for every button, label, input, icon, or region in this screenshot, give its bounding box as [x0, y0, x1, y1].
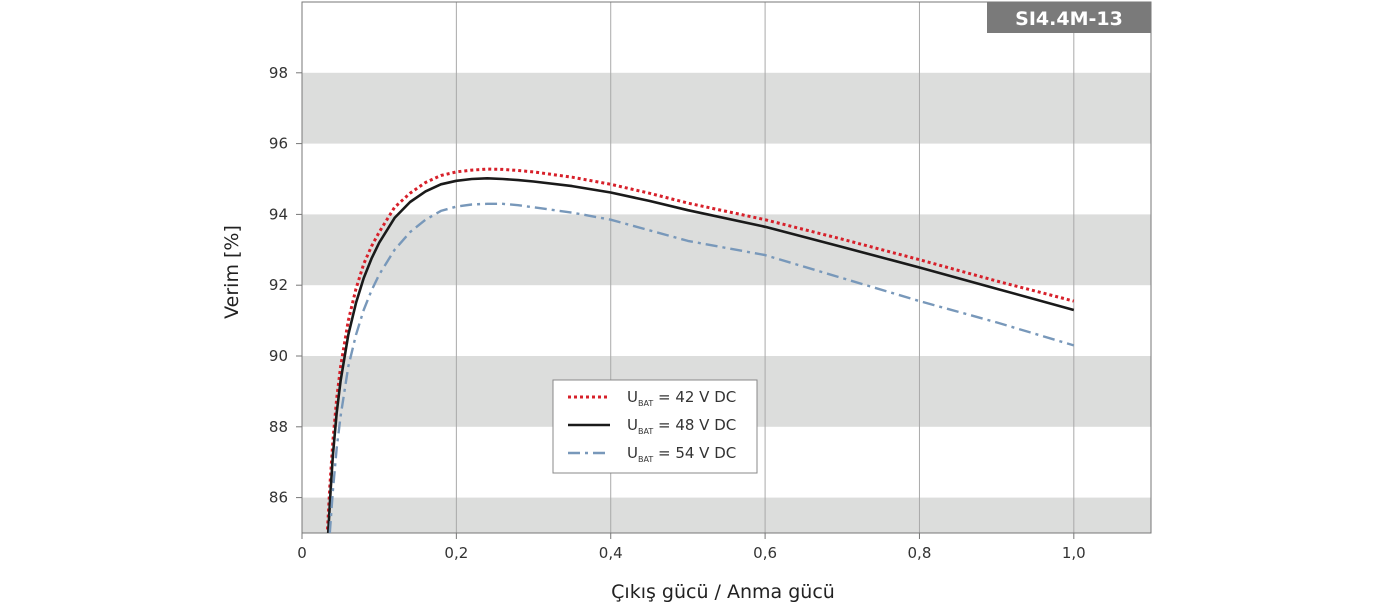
x-tick-label: 0,4	[599, 544, 623, 562]
model-badge-text: SI4.4M-13	[1015, 8, 1123, 30]
series-line--48-v-dc	[326, 177, 1075, 533]
y-tick-label: 94	[269, 205, 288, 223]
plot-frame	[301, 1, 1152, 534]
y-axis-title: Verim [%]	[221, 225, 243, 319]
x-tick-label: 0,8	[908, 544, 932, 562]
x-tick-label: 0	[297, 544, 307, 562]
y-tick-label: 96	[269, 135, 288, 153]
legend-label: UBAT = 54 V DC	[627, 444, 736, 464]
x-axis-ticks: 0 0,2 0,4 0,6 0,8 1,0	[297, 533, 1086, 562]
y-tick-label: 92	[269, 276, 288, 294]
x-tick-label: 1,0	[1062, 544, 1086, 562]
model-badge: SI4.4M-13	[987, 2, 1151, 33]
x-tick-label: 0,2	[444, 544, 468, 562]
y-tick-label: 88	[269, 418, 288, 436]
band-0	[302, 497, 1151, 533]
y-tick-label: 90	[269, 347, 288, 365]
series-line--54-v-dc	[328, 202, 1075, 533]
y-tick-label: 98	[269, 64, 288, 82]
y-axis-ticks: 86 88 90 92 94 96 98	[269, 64, 302, 507]
x-axis-title: Çıkış gücü / Anma gücü	[611, 581, 835, 603]
legend: UBAT = 42 V DC UBAT = 48 V DC UBAT = 54 V …	[552, 379, 758, 474]
series-line--42-v-dc	[326, 167, 1075, 530]
legend-label: UBAT = 42 V DC	[627, 388, 736, 408]
band-2	[302, 214, 1151, 286]
y-tick-label: 86	[269, 489, 288, 507]
legend-label: UBAT = 48 V DC	[627, 416, 736, 436]
band-3	[302, 72, 1151, 144]
x-tick-label: 0,6	[753, 544, 777, 562]
series-lines	[326, 167, 1075, 533]
model-badge-background	[987, 2, 1151, 33]
